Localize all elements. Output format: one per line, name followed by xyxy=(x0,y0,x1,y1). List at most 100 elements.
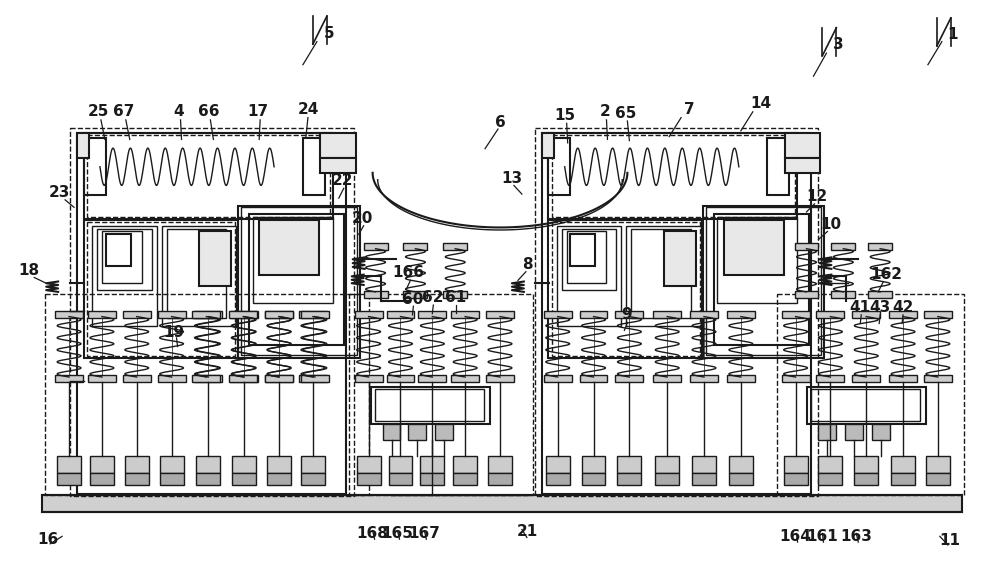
Bar xyxy=(544,311,572,318)
Text: 14: 14 xyxy=(750,97,771,112)
Bar xyxy=(97,229,152,290)
Text: 19: 19 xyxy=(163,325,184,340)
Bar xyxy=(706,208,821,354)
Text: 13: 13 xyxy=(501,171,523,186)
Bar xyxy=(795,243,818,250)
Bar xyxy=(542,132,554,158)
Bar xyxy=(818,456,842,473)
Text: 8: 8 xyxy=(523,257,533,272)
Bar xyxy=(123,375,151,382)
Bar xyxy=(253,217,333,303)
Bar xyxy=(782,311,810,318)
Bar xyxy=(167,229,226,318)
Bar xyxy=(542,132,811,494)
Bar xyxy=(357,456,381,473)
Bar xyxy=(42,495,962,512)
Text: 6: 6 xyxy=(495,114,505,129)
Text: 22: 22 xyxy=(332,173,354,188)
Bar xyxy=(408,424,426,440)
Bar xyxy=(387,375,414,382)
Bar xyxy=(418,311,446,318)
Text: 67: 67 xyxy=(113,105,135,119)
Text: 163: 163 xyxy=(840,529,872,544)
Bar xyxy=(355,311,383,318)
Bar xyxy=(371,387,490,424)
Text: 66: 66 xyxy=(198,105,219,119)
Text: 21: 21 xyxy=(517,524,538,539)
Bar xyxy=(383,424,400,440)
Bar xyxy=(267,456,291,473)
Bar xyxy=(320,132,356,158)
Bar xyxy=(229,375,257,382)
Bar xyxy=(443,291,467,298)
Bar xyxy=(486,311,514,318)
Text: 165: 165 xyxy=(382,526,413,541)
Bar xyxy=(615,375,643,382)
Bar xyxy=(87,222,235,356)
Bar xyxy=(453,456,477,473)
Bar xyxy=(626,226,701,327)
Bar xyxy=(158,375,186,382)
Bar xyxy=(816,375,844,382)
Bar xyxy=(192,375,220,382)
Bar xyxy=(631,229,691,318)
Bar xyxy=(375,389,484,421)
Bar xyxy=(230,311,258,318)
Bar xyxy=(557,226,621,327)
Text: 42: 42 xyxy=(892,300,914,315)
Bar xyxy=(729,473,753,484)
Bar xyxy=(320,158,356,173)
Text: 20: 20 xyxy=(352,212,373,227)
Text: 10: 10 xyxy=(820,217,841,232)
Text: 60: 60 xyxy=(402,292,423,307)
Bar xyxy=(552,135,795,217)
Bar xyxy=(535,128,818,496)
Bar xyxy=(232,456,256,473)
Text: 9: 9 xyxy=(621,307,632,323)
Bar xyxy=(552,222,700,356)
Bar xyxy=(615,311,643,318)
Bar xyxy=(420,473,444,484)
Text: 4: 4 xyxy=(173,105,184,119)
Bar xyxy=(84,220,238,358)
Bar xyxy=(655,473,679,484)
Bar xyxy=(249,214,344,346)
Bar xyxy=(727,311,755,318)
Bar xyxy=(854,473,878,484)
Bar xyxy=(617,473,641,484)
Text: 167: 167 xyxy=(408,526,440,541)
Text: 3: 3 xyxy=(833,37,844,52)
Text: 162: 162 xyxy=(870,267,902,282)
Bar xyxy=(87,135,330,217)
Bar xyxy=(192,311,220,318)
Bar xyxy=(580,311,607,318)
Bar xyxy=(84,132,333,219)
Bar xyxy=(299,375,327,382)
Bar xyxy=(55,311,83,318)
Bar xyxy=(45,294,369,495)
Bar xyxy=(267,473,291,484)
Bar xyxy=(548,132,797,219)
Bar xyxy=(703,206,824,358)
Bar xyxy=(548,220,702,358)
Bar xyxy=(784,456,808,473)
Text: 5: 5 xyxy=(324,25,334,40)
Bar xyxy=(580,375,607,382)
Bar xyxy=(301,375,329,382)
Bar xyxy=(160,456,184,473)
Bar xyxy=(301,473,325,484)
Bar xyxy=(807,387,926,424)
Bar xyxy=(664,231,696,286)
Bar xyxy=(196,456,220,473)
Bar xyxy=(162,226,236,327)
Bar xyxy=(777,294,964,495)
Bar xyxy=(77,132,346,494)
Bar xyxy=(546,456,570,473)
Text: 62: 62 xyxy=(422,290,443,305)
Bar xyxy=(265,375,293,382)
Bar xyxy=(88,311,116,318)
Text: 164: 164 xyxy=(780,529,812,544)
Text: 168: 168 xyxy=(357,526,389,541)
Bar xyxy=(831,243,855,250)
Bar xyxy=(854,456,878,473)
